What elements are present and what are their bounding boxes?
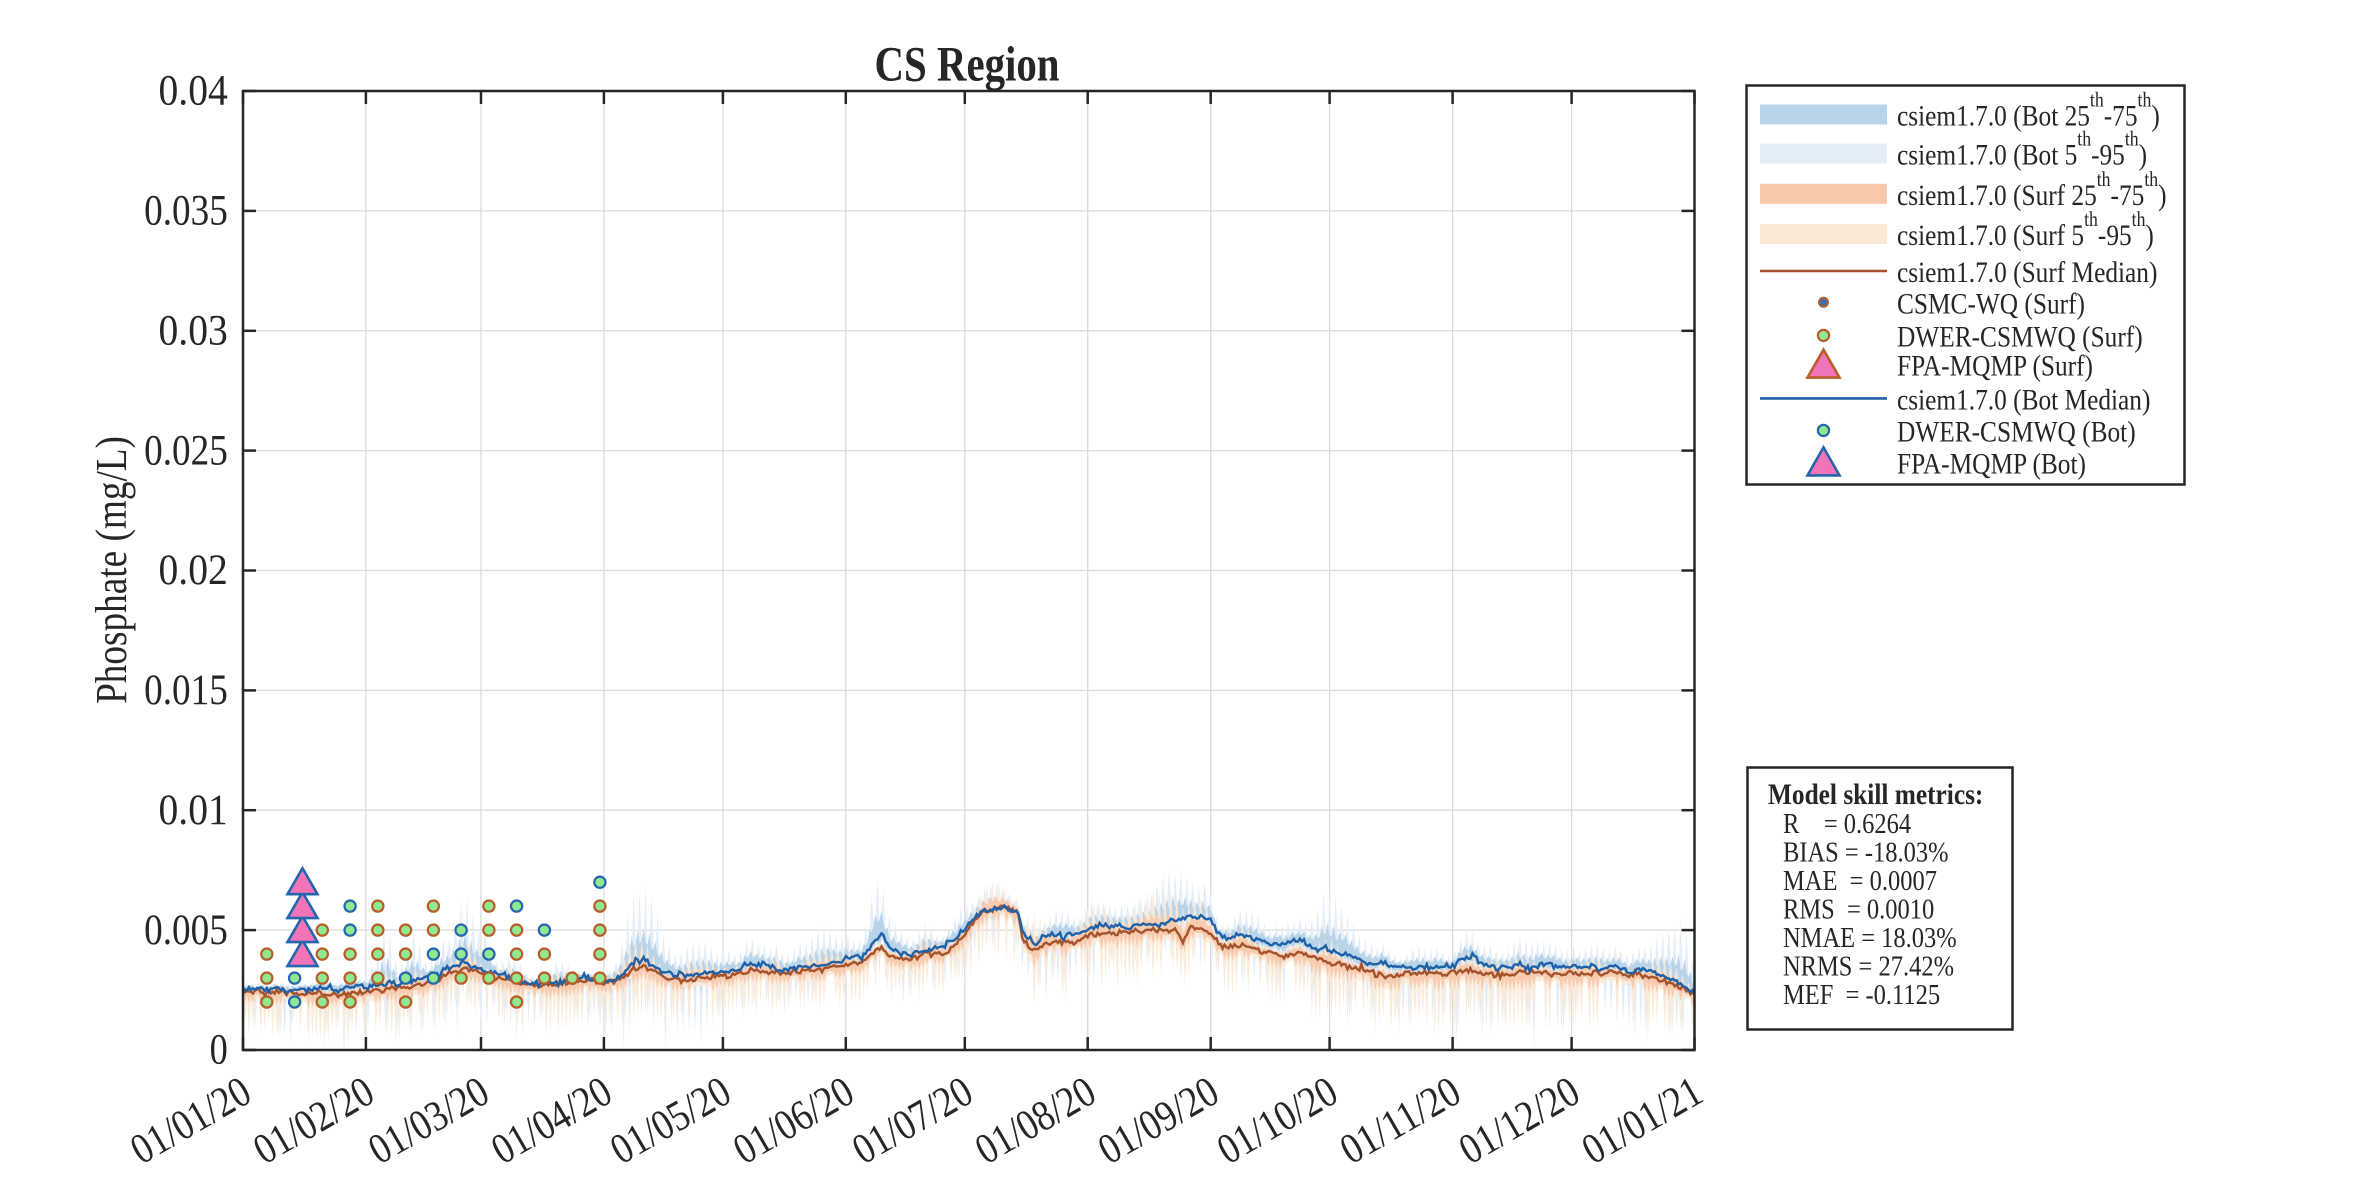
- svg-text:Model skill metrics:: Model skill metrics:: [1768, 778, 1983, 811]
- svg-text:DWER-CSMWQ (Bot): DWER-CSMWQ (Bot): [1897, 415, 2136, 448]
- svg-text:NRMS = 27.42%: NRMS = 27.42%: [1783, 950, 1954, 982]
- svg-text:0.035: 0.035: [144, 187, 228, 235]
- svg-text:DWER-CSMWQ (Surf): DWER-CSMWQ (Surf): [1897, 320, 2143, 353]
- svg-text:csiem1.7.0 (Surf Median): csiem1.7.0 (Surf Median): [1897, 256, 2157, 289]
- svg-text:Phosphate (mg/L): Phosphate (mg/L): [87, 436, 136, 704]
- svg-text:csiem1.7.0 (Bot Median): csiem1.7.0 (Bot Median): [1897, 383, 2150, 416]
- svg-text:0.025: 0.025: [144, 427, 228, 475]
- svg-text:0.005: 0.005: [144, 906, 228, 954]
- svg-text:0: 0: [210, 1026, 228, 1074]
- svg-text:FPA-MQMP (Surf): FPA-MQMP (Surf): [1897, 350, 2093, 383]
- svg-text:BIAS = -18.03%: BIAS = -18.03%: [1783, 836, 1949, 868]
- svg-text:FPA-MQMP (Bot): FPA-MQMP (Bot): [1897, 447, 2086, 480]
- svg-text:CS Region: CS Region: [874, 37, 1059, 92]
- svg-text:0.04: 0.04: [159, 67, 228, 115]
- svg-text:0.03: 0.03: [159, 307, 228, 355]
- svg-text:0.01: 0.01: [159, 786, 228, 834]
- svg-text:0.02: 0.02: [159, 546, 228, 594]
- svg-text:MAE = 0.0007: MAE = 0.0007: [1783, 864, 1937, 896]
- svg-text:CSMC-WQ (Surf): CSMC-WQ (Surf): [1897, 287, 2085, 320]
- svg-text:RMS = 0.0010: RMS = 0.0010: [1783, 893, 1934, 925]
- svg-text:R = 0.6264: R = 0.6264: [1783, 807, 1911, 839]
- svg-text:MEF = -0.1125: MEF = -0.1125: [1783, 978, 1940, 1010]
- svg-text:0.015: 0.015: [144, 666, 228, 714]
- svg-text:NMAE = 18.03%: NMAE = 18.03%: [1783, 921, 1957, 953]
